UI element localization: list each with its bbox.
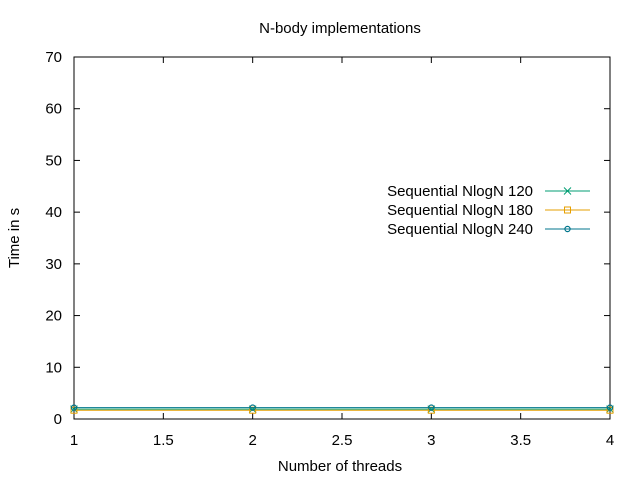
data-point [428,404,435,411]
y-tick-label: 60 [45,101,62,118]
y-tick-label: 0 [54,411,62,428]
y-axis: 0 10 20 30 40 50 60 70 [45,49,610,428]
legend-marker [563,187,572,195]
x-tick-label: 3.5 [510,432,531,449]
y-tick-label: 30 [45,256,62,273]
data-point [249,404,256,411]
x-axis-label: Number of threads [278,458,402,475]
x-tick-label: 2.5 [332,432,353,449]
legend-item: Sequential NlogN 180 [387,202,590,219]
series-1 [70,405,614,414]
x-tick-label: 1.5 [153,432,174,449]
x-tick-label: 2 [248,432,256,449]
y-tick-label: 50 [45,152,62,169]
legend: Sequential NlogN 120 Sequential NlogN 180… [387,183,590,238]
y-tick-label: 40 [45,204,62,221]
x-tick-label: 3 [427,432,435,449]
plot-area-border [73,56,611,420]
legend-label: Sequential NlogN 240 [387,221,533,238]
chart-title: N-body implementations [259,20,421,37]
y-axis-label: Time in s [6,208,23,268]
legend-label: Sequential NlogN 120 [387,183,533,200]
legend-label: Sequential NlogN 180 [387,202,533,219]
y-tick-label: 70 [45,49,62,66]
legend-marker [564,225,571,233]
x-axis: 1 1.5 2 2.5 3 3.5 4 [70,57,614,449]
legend-marker [564,206,571,214]
x-tick-label: 1 [70,432,78,449]
series-layer [70,404,614,414]
y-tick-label: 20 [45,308,62,325]
y-tick-label: 10 [45,359,62,376]
data-point [606,404,614,411]
series-3 [70,404,614,411]
x-tick-label: 4 [606,432,614,449]
legend-item: Sequential NlogN 240 [387,221,590,238]
data-point [70,404,78,411]
legend-item: Sequential NlogN 120 [387,183,590,200]
